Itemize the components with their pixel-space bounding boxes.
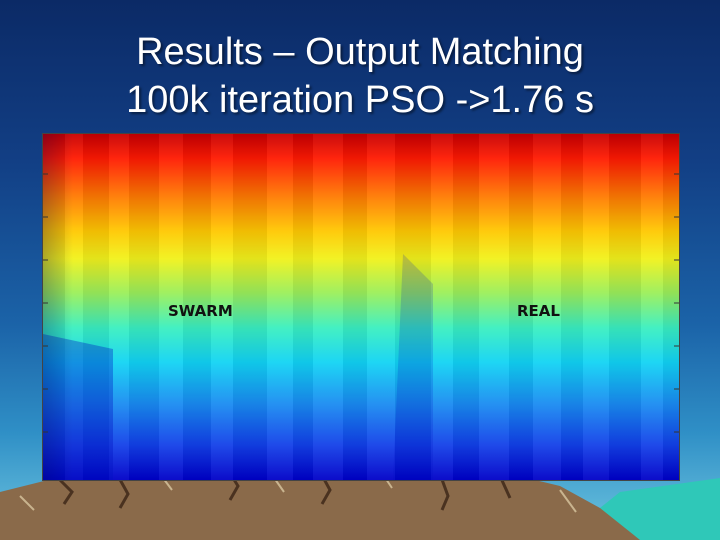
colormap-band [129,134,159,480]
title-line-2: 100k iteration PSO ->1.76 s [126,79,594,121]
colormap-band [583,134,609,480]
colormap-band [183,134,211,480]
title-line-1: Results – Output Matching [136,31,584,73]
colormap-band [509,134,533,480]
swarm-label: SWARM [168,302,233,320]
colormap-band [431,134,453,480]
colormap-band [367,134,395,480]
colormap-band [313,134,343,480]
colormap-band [561,134,583,480]
colormap-band [211,134,233,480]
colormap-band [609,134,641,480]
colormap-band [159,134,183,480]
colormap-band [453,134,479,480]
colormap-band [395,134,431,480]
colormap-band [479,134,509,480]
slide-title: Results – Output Matching 100k iteration… [0,28,720,124]
colormap-band [233,134,267,480]
colormap-band [83,134,109,480]
colormap-band [293,134,313,480]
jet-colormap-image [43,134,679,480]
colormap-band [533,134,561,480]
colormap-plot: SWARM REAL [42,133,680,481]
real-label: REAL [517,302,560,320]
mountain-landscape-decoration [0,464,720,540]
colormap-band [641,134,663,480]
colormap-band [267,134,293,480]
colormap-band [663,134,679,480]
colormap-band [109,134,129,480]
colormap-band [343,134,367,480]
